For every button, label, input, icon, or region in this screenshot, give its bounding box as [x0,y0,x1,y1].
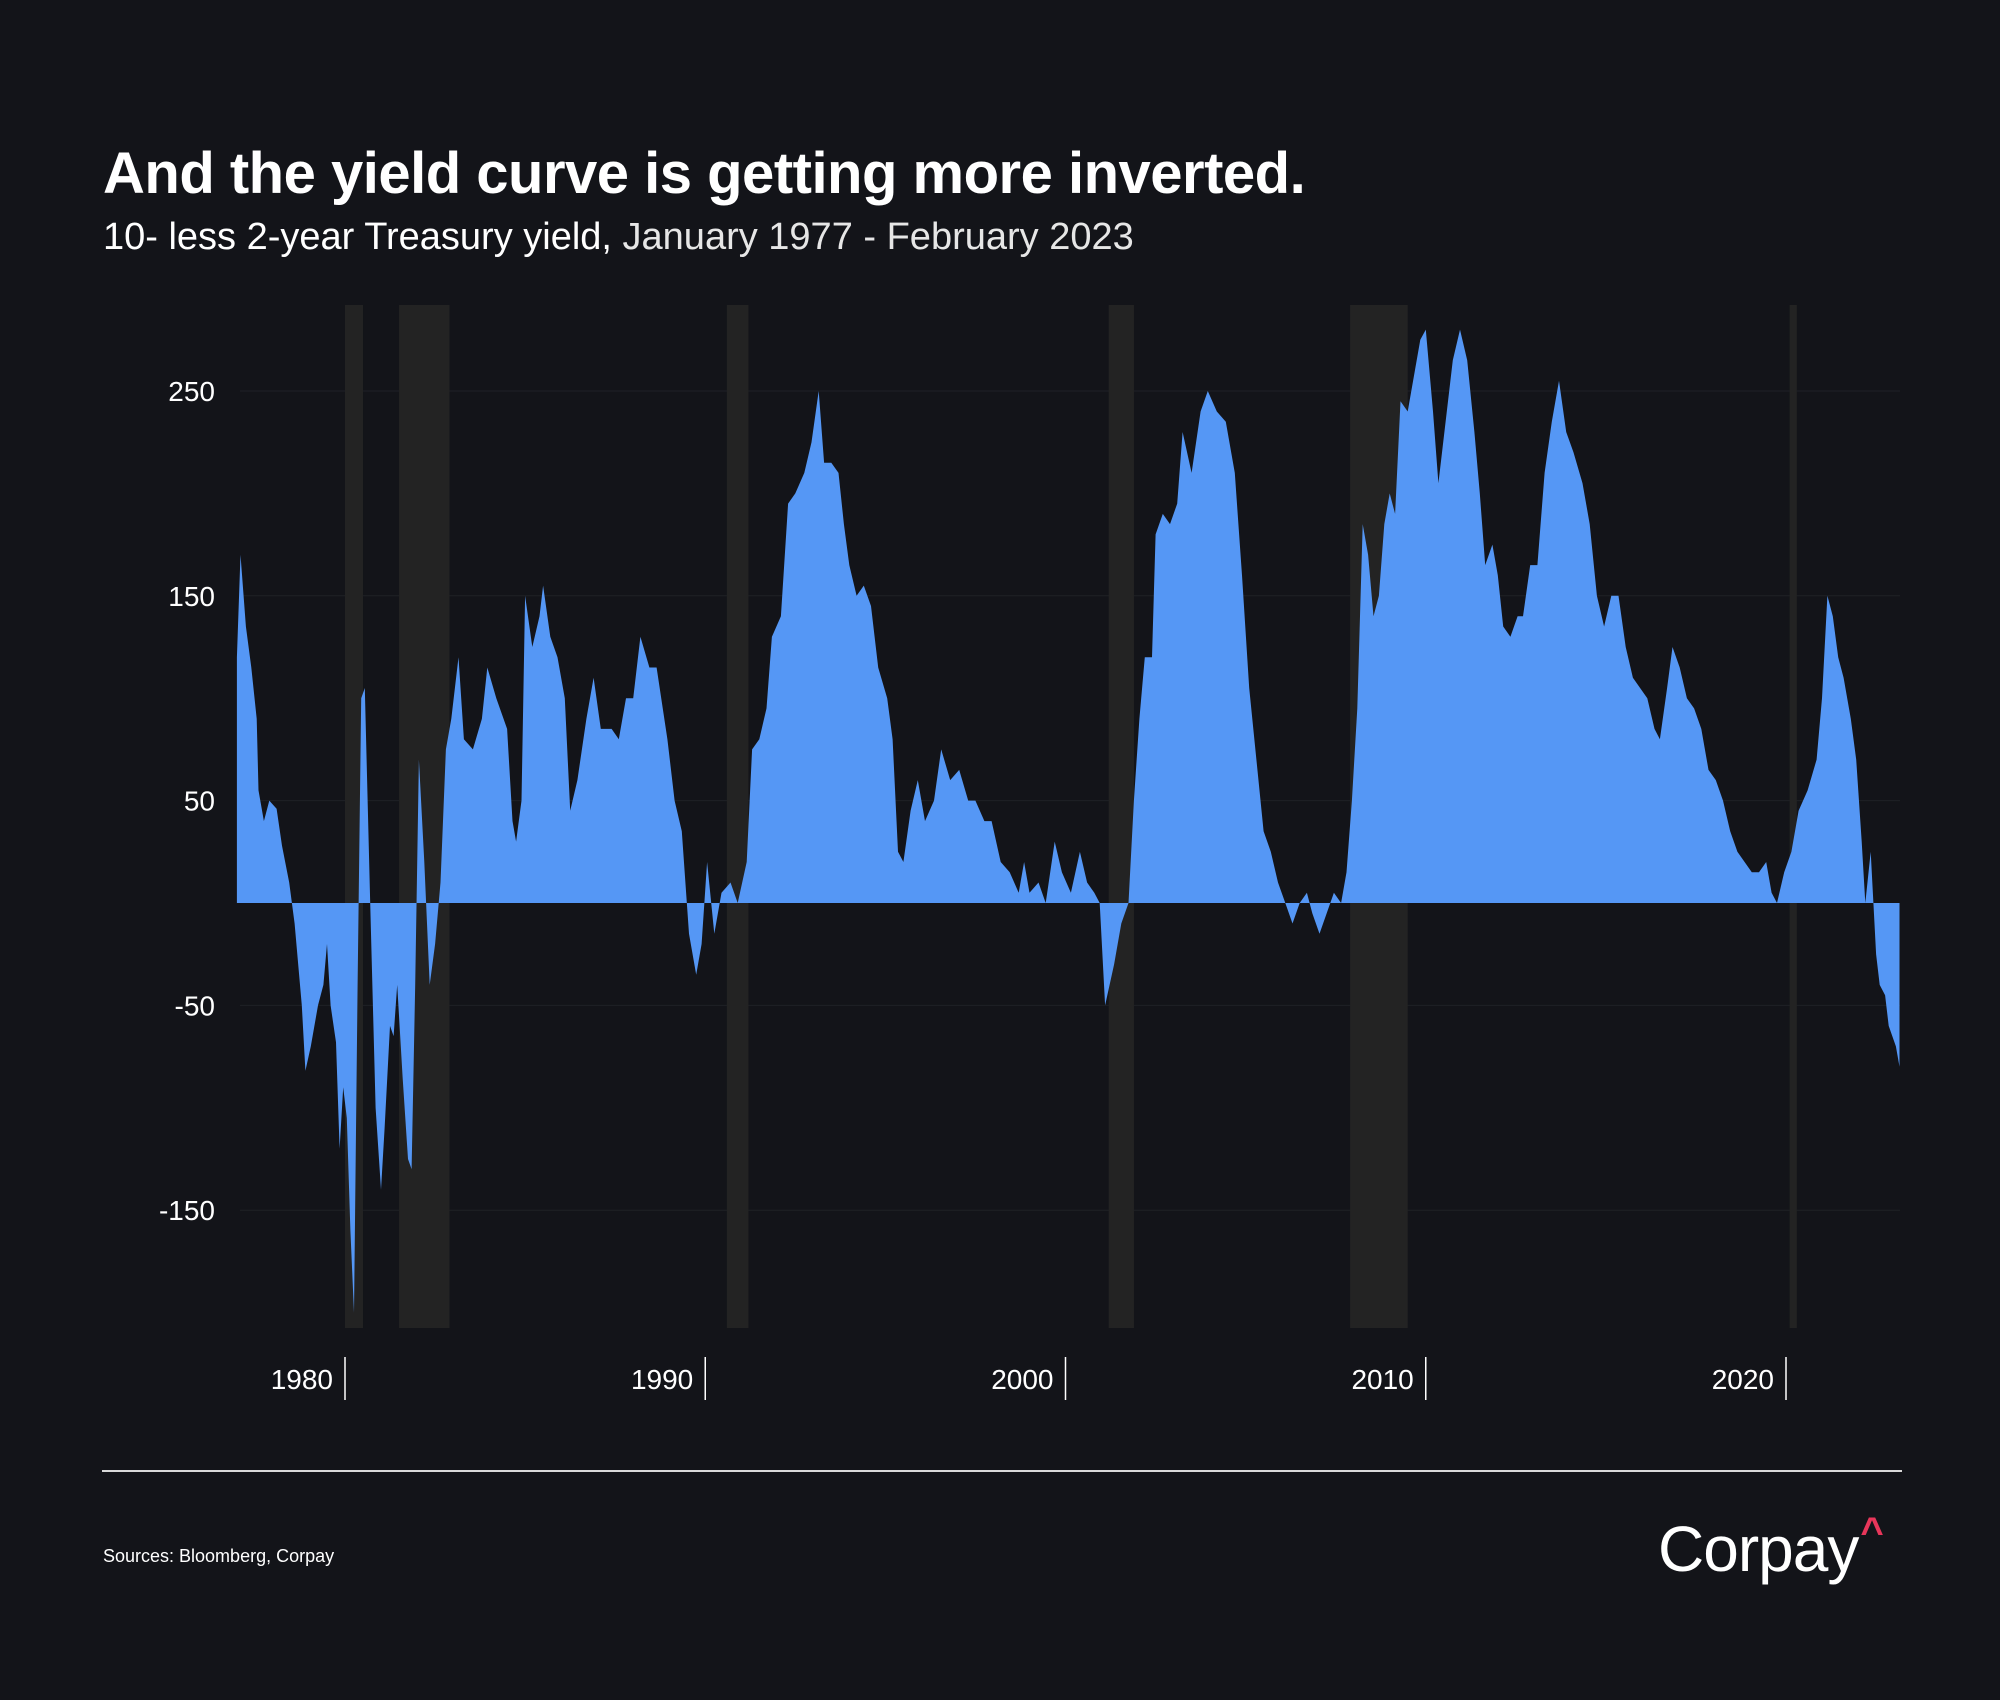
x-tick-label: 2000 [991,1364,1053,1395]
logo-caret-icon: ^ [1860,1510,1883,1554]
x-tick-label: 1990 [631,1364,693,1395]
y-tick-label: -150 [159,1195,215,1226]
spread-area [236,329,1900,1313]
corpay-logo: Corpay^ [1658,1510,1884,1586]
x-tick-label: 2020 [1712,1364,1774,1395]
y-tick-label: -50 [175,990,215,1021]
yield-spread-chart: 250 150 50 -50 -150 1980 1990 2000 2010 2020 [159,305,1900,1400]
y-tick-label: 50 [184,786,215,817]
recession-band [726,305,749,1328]
x-tick-label: 2010 [1351,1364,1413,1395]
spread-area-fill [236,329,1900,1313]
recession-band [399,305,450,1328]
y-tick-label: 250 [168,376,215,407]
subtitle-date-range: January 1977 - February 2023 [611,216,1134,258]
logo-text: Corpay [1658,1513,1859,1585]
chart-title: And the yield curve is getting more inve… [103,141,1306,206]
footer-divider [102,1470,1902,1472]
axes: 250 150 50 -50 -150 1980 1990 2000 2010 2020 [159,376,1787,1400]
recession-band [1789,305,1797,1328]
sources-note: Sources: Bloomberg, Corpay [103,1546,335,1566]
chart-subtitle: 10- less 2-year Treasury yield, January … [103,216,1134,259]
subtitle-series: 10- less 2-year Treasury yield, [103,216,612,258]
x-tick-label: 1980 [271,1364,333,1395]
y-tick-label: 150 [168,581,215,612]
recession-band [1108,305,1134,1328]
